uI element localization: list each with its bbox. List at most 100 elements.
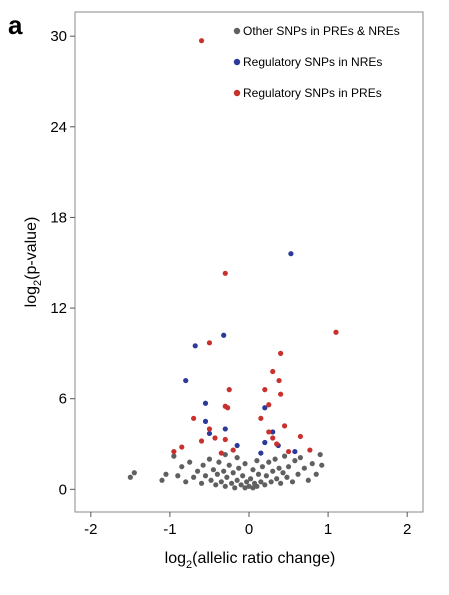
point [246,483,252,489]
point [213,482,219,488]
point [222,451,228,458]
x-label-sub: 2 [186,559,192,571]
x-axis-label: log2(allelic ratio change) [165,550,336,571]
point [183,479,189,485]
point [292,448,298,455]
point [202,400,209,406]
point [276,465,282,471]
point [262,387,268,393]
legend-marker [233,89,241,97]
point [297,455,304,461]
point [222,426,228,432]
point [242,461,248,467]
point [242,485,248,491]
point [200,462,206,468]
point [276,377,282,384]
point [218,450,224,456]
point [230,470,236,476]
y-tick-label: 24 [50,119,67,136]
point [127,474,133,480]
point [258,415,264,421]
point [202,418,209,424]
point [238,482,244,488]
point [254,458,260,464]
point [284,474,290,480]
x-label-rest: (allelic ratio change) [192,550,335,567]
point [159,477,165,483]
point [266,429,272,435]
legend-marker [233,58,241,66]
point [225,405,231,411]
point [278,391,284,397]
x-tick-label: -1 [163,521,176,538]
point [221,468,227,474]
point [301,465,307,471]
point [232,485,238,491]
point [212,435,218,441]
point [274,441,280,447]
point [229,480,235,486]
point [292,458,298,464]
y-tick-label: 12 [50,300,67,317]
point [278,480,284,486]
point [191,474,197,480]
point [194,468,201,474]
point [226,462,232,468]
point [236,465,242,471]
point [309,461,315,467]
y-tick-label: 18 [50,209,67,226]
panel-label: a [8,10,23,40]
x-tick-label: 1 [324,521,332,538]
x-tick-label: 2 [403,521,411,538]
point [226,387,232,393]
point [274,476,280,482]
point [240,473,246,479]
y-label-sub: 2 [32,280,44,286]
point [254,483,260,489]
y-tick-label: 6 [59,391,67,408]
point [221,332,227,338]
legend-label: Regulatory SNPs in NREs [243,55,382,69]
point [295,471,301,477]
point [262,439,268,446]
point [198,480,205,486]
point [210,467,217,473]
point [191,415,197,421]
point [183,377,189,384]
point [222,483,228,489]
point [278,350,284,356]
point [171,448,177,455]
point [266,459,272,465]
point [313,471,319,477]
point [216,459,222,465]
point [163,471,169,477]
point [222,270,228,276]
point [259,464,266,470]
point [266,402,272,408]
point [222,436,228,443]
point [230,447,236,453]
point [247,476,254,482]
point [175,473,181,479]
point [262,405,268,411]
legend-label: Regulatory SNPs in PREs [243,86,382,100]
y-tick-label: 30 [50,28,67,45]
point [206,340,213,346]
point [208,477,214,483]
y-label-text: log [23,286,40,307]
y-label-rest: (p-value) [23,217,40,280]
point [258,450,264,456]
point [288,251,294,257]
point [171,453,177,459]
point [214,471,220,477]
point [285,448,292,455]
point [218,479,224,485]
point [307,447,313,453]
point [224,474,230,480]
point [234,442,240,449]
y-tick-label: 0 [59,481,67,498]
point [305,477,311,483]
legend-marker [233,27,241,35]
point [281,453,288,459]
